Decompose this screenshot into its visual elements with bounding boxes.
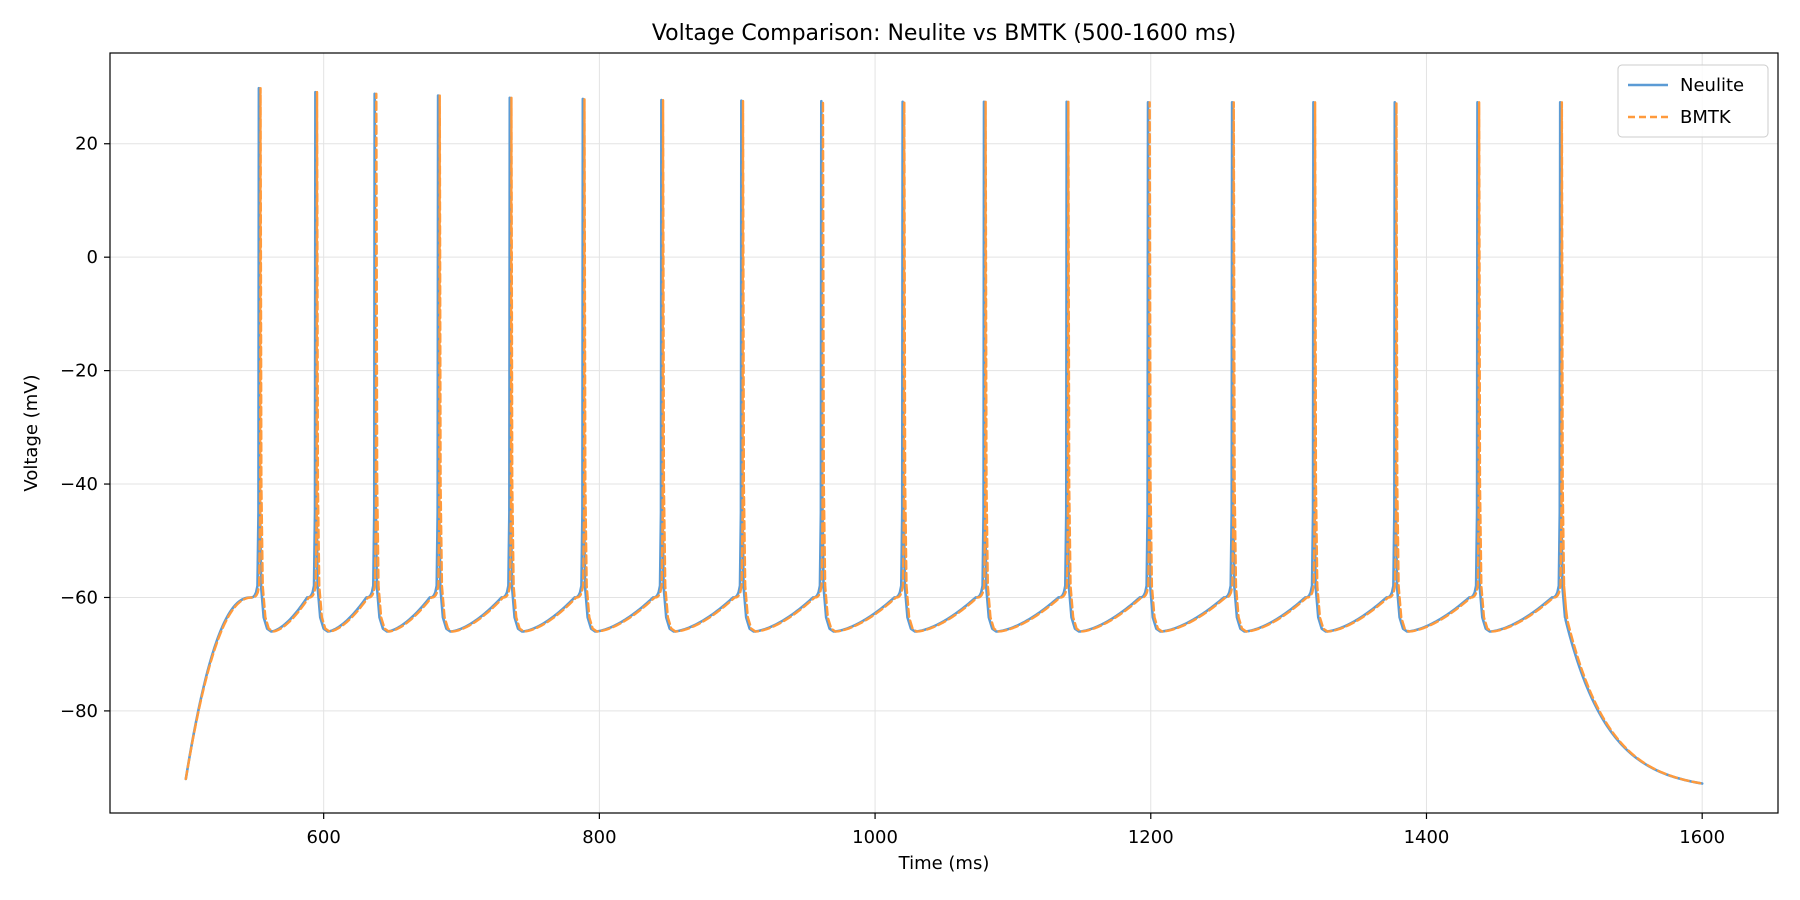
x-tick-label: 1600 — [1679, 827, 1725, 848]
series-line-neulite — [184, 86, 1704, 785]
y-axis-label: Voltage (mV) — [21, 374, 42, 491]
x-tick-label: 1200 — [1128, 827, 1174, 848]
y-tick-label: −60 — [60, 587, 98, 608]
x-tick-label: 1000 — [852, 827, 898, 848]
legend-box — [1617, 64, 1769, 138]
x-axis-label: Time (ms) — [898, 853, 990, 874]
series-line-bmtk — [184, 86, 1703, 785]
x-axis-ticks: 600 800 1000 1200 1400 1600 — [306, 813, 1725, 848]
legend-label-bmtk: BMTK — [1680, 107, 1732, 128]
series-lines — [184, 86, 1704, 785]
x-tick-label: 800 — [582, 827, 616, 848]
legend-label-neulite: Neulite — [1680, 75, 1744, 96]
plot-frame — [109, 52, 1779, 814]
legend: Neulite BMTK — [1617, 64, 1769, 138]
grid — [110, 53, 1778, 813]
y-tick-label: 20 — [75, 134, 98, 155]
y-tick-label: −40 — [60, 474, 98, 495]
x-tick-label: 1400 — [1404, 827, 1450, 848]
chart-title: Voltage Comparison: Neulite vs BMTK (500… — [652, 21, 1236, 46]
y-tick-label: −20 — [60, 361, 98, 382]
x-tick-label: 600 — [306, 827, 340, 848]
y-tick-label: 0 — [87, 247, 98, 268]
y-tick-label: −80 — [60, 701, 98, 722]
y-axis-ticks: −80 −60 −40 −20 0 20 — [60, 134, 110, 722]
